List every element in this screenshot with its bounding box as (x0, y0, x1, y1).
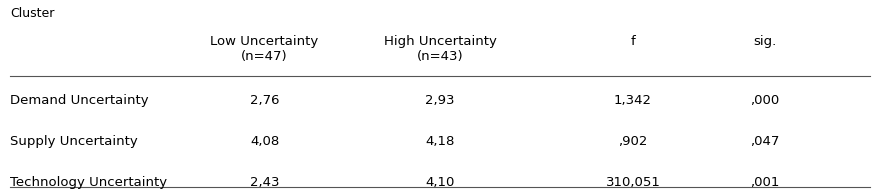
Text: Cluster: Cluster (11, 7, 55, 20)
Text: ,047: ,047 (750, 135, 780, 148)
Text: 4,08: 4,08 (250, 135, 279, 148)
Text: ,902: ,902 (619, 135, 648, 148)
Text: sig.: sig. (753, 35, 776, 48)
Text: Low Uncertainty
(n=47): Low Uncertainty (n=47) (210, 35, 319, 63)
Text: 4,10: 4,10 (425, 176, 455, 190)
Text: Supply Uncertainty: Supply Uncertainty (11, 135, 138, 148)
Text: High Uncertainty
(n=43): High Uncertainty (n=43) (384, 35, 496, 63)
Text: 2,93: 2,93 (425, 94, 455, 107)
Text: ,000: ,000 (750, 94, 779, 107)
Text: 1,342: 1,342 (614, 94, 652, 107)
Text: 2,43: 2,43 (250, 176, 279, 190)
Text: ,001: ,001 (750, 176, 780, 190)
Text: Demand Uncertainty: Demand Uncertainty (11, 94, 149, 107)
Text: 4,18: 4,18 (425, 135, 455, 148)
Text: Technology Uncertainty: Technology Uncertainty (11, 176, 167, 190)
Text: 310,051: 310,051 (605, 176, 660, 190)
Text: f: f (631, 35, 635, 48)
Text: 2,76: 2,76 (250, 94, 279, 107)
